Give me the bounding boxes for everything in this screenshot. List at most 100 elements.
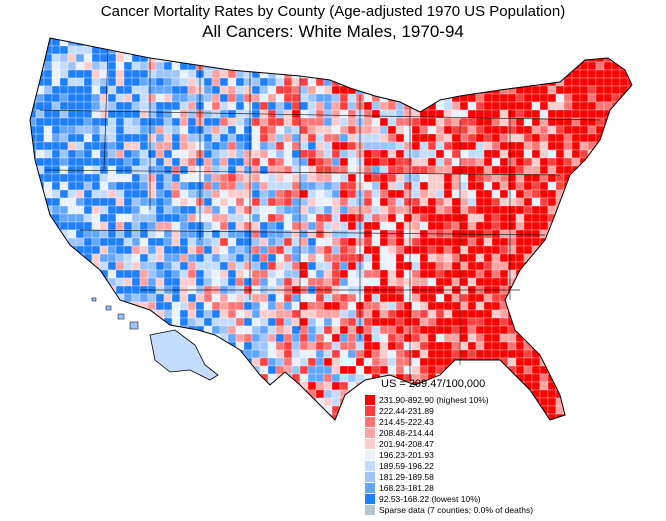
county-cell <box>531 317 541 327</box>
county-cell <box>20 246 28 254</box>
county-cell <box>627 125 632 135</box>
county-cell <box>395 77 405 87</box>
county-cell <box>611 38 621 39</box>
county-cell <box>419 69 429 79</box>
county-cell <box>340 438 348 446</box>
county-cell <box>580 446 588 454</box>
county-cell <box>363 245 373 255</box>
county-cell <box>467 293 477 303</box>
county-cell <box>51 317 61 327</box>
county-cell <box>483 333 493 343</box>
county-cell <box>387 205 397 215</box>
county-cell <box>555 293 565 303</box>
county-cell <box>595 389 605 399</box>
county-cell <box>83 133 93 143</box>
county-cell <box>611 349 621 359</box>
county-cell <box>107 101 117 111</box>
county-cell <box>611 397 621 407</box>
county-cell <box>611 157 621 167</box>
county-cell <box>555 221 565 231</box>
county-cell <box>499 101 509 111</box>
county-cell <box>499 341 509 351</box>
county-cell <box>387 117 397 127</box>
county-cell <box>99 38 109 47</box>
county-cell <box>435 165 445 175</box>
county-cell <box>627 173 632 183</box>
county-cell <box>331 301 341 311</box>
county-cell <box>451 101 461 111</box>
county-cell <box>139 85 149 95</box>
county-cell <box>195 38 205 47</box>
county-cell <box>443 237 453 247</box>
county-cell <box>459 405 469 415</box>
county-cell <box>315 125 325 135</box>
county-cell <box>100 438 108 446</box>
county-cell <box>43 373 53 383</box>
county-cell <box>155 189 165 199</box>
county-cell <box>51 405 61 415</box>
county-cell <box>291 349 301 359</box>
county-cell <box>371 277 381 287</box>
county-cell <box>275 389 285 399</box>
county-cell <box>91 38 101 47</box>
county-cell <box>523 109 533 119</box>
county-cell <box>451 213 461 223</box>
county-cell <box>219 45 229 55</box>
county-cell <box>211 301 221 311</box>
county-cell <box>251 77 261 87</box>
county-cell <box>243 413 253 420</box>
county-cell <box>636 222 644 230</box>
county-cell <box>331 157 341 167</box>
county-cell <box>187 381 197 391</box>
county-cell <box>251 325 261 335</box>
county-cell <box>291 125 301 135</box>
county-cell <box>347 101 357 111</box>
county-cell <box>20 254 28 262</box>
county-cell <box>587 405 597 415</box>
county-cell <box>299 309 309 319</box>
county-cell <box>30 309 37 319</box>
county-cell <box>219 309 229 319</box>
county-cell <box>411 245 421 255</box>
county-cell <box>499 125 509 135</box>
county-cell <box>395 117 405 127</box>
county-cell <box>603 277 613 287</box>
county-cell <box>499 253 509 263</box>
county-cell <box>299 38 309 47</box>
county-cell <box>259 53 269 63</box>
county-cell <box>467 101 477 111</box>
county-cell <box>259 85 269 95</box>
county-cell <box>636 366 644 374</box>
county-cell <box>99 405 109 415</box>
county-cell <box>275 413 285 420</box>
county-cell <box>539 317 549 327</box>
county-cell <box>299 93 309 103</box>
county-cell <box>20 150 28 158</box>
county-cell <box>235 221 245 231</box>
county-cell <box>539 165 549 175</box>
county-cell <box>611 381 621 391</box>
county-cell <box>467 189 477 199</box>
county-cell <box>107 53 117 63</box>
county-cell <box>619 397 629 407</box>
county-cell <box>35 93 45 103</box>
county-cell <box>499 293 509 303</box>
county-cell <box>619 373 629 383</box>
county-cell <box>451 93 461 103</box>
county-cell <box>595 269 605 279</box>
county-cell <box>443 53 453 63</box>
county-cell <box>363 133 373 143</box>
county-cell <box>139 413 149 420</box>
county-cell <box>507 93 517 103</box>
county-cell <box>587 221 597 231</box>
county-cell <box>500 422 508 430</box>
county-cell <box>132 446 140 454</box>
county-cell <box>636 94 644 102</box>
county-cell <box>603 269 613 279</box>
county-cell <box>627 413 632 420</box>
county-cell <box>387 77 397 87</box>
county-cell <box>99 341 109 351</box>
county-cell <box>644 310 652 318</box>
county-cell <box>427 93 437 103</box>
county-cell <box>139 389 149 399</box>
